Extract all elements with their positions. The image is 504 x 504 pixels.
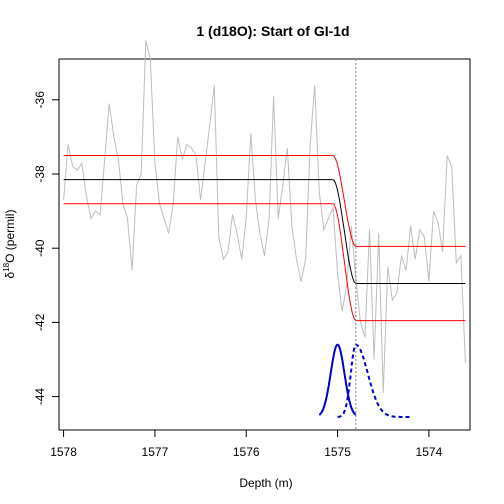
lower-line — [63, 203, 466, 322]
distribution-layer — [318, 343, 411, 418]
y-label-prefix: δ — [3, 271, 17, 278]
x-axis: 1578 1577 1576 1575 1574 — [50, 429, 443, 459]
x-tick-label: 1574 — [416, 445, 443, 459]
distribution-1 — [318, 343, 357, 416]
y-axis: -36 -38 -40 -42 -44 — [33, 91, 60, 406]
x-tick-label: 1577 — [142, 445, 169, 459]
y-tick-label: -36 — [33, 91, 47, 109]
x-axis-label: Depth (m) — [239, 476, 292, 490]
y-label-sup: 18 — [2, 262, 11, 271]
y-tick-label: -38 — [33, 165, 47, 183]
fit-layer — [63, 155, 466, 322]
y-axis-label: δ18O (permil) — [2, 210, 17, 279]
upper-line — [63, 155, 466, 247]
x-tick-label: 1576 — [233, 445, 260, 459]
y-tick-label: -44 — [33, 388, 47, 406]
x-tick-label: 1575 — [324, 445, 351, 459]
y-tick-label: -42 — [33, 313, 47, 331]
y-tick-label: -40 — [33, 239, 47, 257]
chart-title: 1 (d18O): Start of GI-1d — [196, 23, 349, 39]
data-layer — [63, 40, 466, 393]
fit-line — [63, 179, 466, 284]
y-label-suffix: O (permil) — [3, 210, 17, 263]
data-series-line — [63, 40, 466, 393]
x-tick-label: 1578 — [50, 445, 77, 459]
